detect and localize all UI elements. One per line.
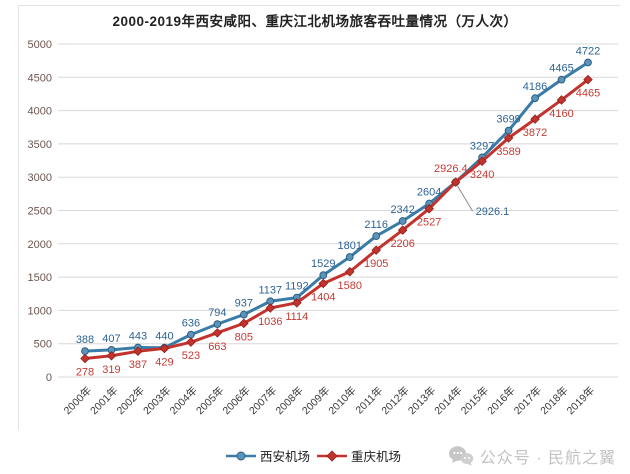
svg-text:3297: 3297 — [470, 140, 494, 152]
svg-text:2002年: 2002年 — [114, 384, 147, 417]
chart-title: 2000-2019年西安咸阳、重庆江北机场旅客吞吐量情况（万人次） — [112, 14, 518, 29]
watermark-text: 公众号 · 民航之翼 — [479, 450, 616, 467]
svg-text:1529: 1529 — [311, 258, 335, 270]
svg-text:0: 0 — [46, 372, 52, 384]
svg-text:523: 523 — [182, 350, 200, 362]
svg-text:2500: 2500 — [28, 206, 52, 218]
svg-text:2000: 2000 — [28, 239, 52, 251]
svg-text:4465: 4465 — [549, 63, 573, 75]
svg-text:278: 278 — [76, 366, 94, 378]
svg-text:2003年: 2003年 — [140, 384, 173, 417]
svg-text:2011年: 2011年 — [353, 384, 386, 417]
svg-text:5000: 5000 — [28, 39, 52, 51]
svg-text:2004年: 2004年 — [167, 384, 200, 417]
svg-text:1404: 1404 — [311, 291, 335, 303]
svg-text:1114: 1114 — [285, 311, 308, 323]
legend-label-xian: 西安机场 — [260, 450, 311, 464]
svg-text:3699: 3699 — [496, 114, 520, 126]
data-labels-西安机场: 388 407 443 440 636 794 937 1137 119215291801211… — [76, 46, 600, 347]
svg-text:2000年: 2000年 — [61, 384, 94, 417]
series-重庆机场 — [80, 74, 593, 364]
svg-text:2926.1: 2926.1 — [476, 206, 510, 218]
line-chart: 0 500 1000 1500 2000 2500 3000 3500 4000 4500 5000… — [28, 39, 618, 417]
svg-text:2116: 2116 — [364, 219, 388, 231]
svg-text:1036: 1036 — [258, 316, 282, 328]
svg-text:429: 429 — [155, 356, 173, 368]
svg-text:663: 663 — [208, 341, 226, 353]
data-labels-重庆机场: 278 319 387 429 523 663 805 1036 111414041580190… — [76, 88, 600, 379]
gridlines — [58, 43, 618, 378]
legend-item-chongqing: 重庆机场 — [316, 446, 401, 465]
svg-text:636: 636 — [182, 318, 200, 330]
svg-text:4000: 4000 — [28, 106, 52, 118]
svg-text:4722: 4722 — [576, 46, 600, 58]
svg-text:3589: 3589 — [496, 146, 520, 158]
svg-text:1801: 1801 — [337, 240, 361, 252]
svg-text:2007年: 2007年 — [246, 384, 279, 417]
svg-text:1137: 1137 — [258, 284, 282, 296]
svg-text:2604: 2604 — [417, 187, 441, 199]
svg-text:3500: 3500 — [28, 139, 52, 151]
y-axis-labels: 0 500 1000 1500 2000 2500 3000 3500 4000 4500 5000 — [28, 39, 52, 384]
svg-text:2014年: 2014年 — [432, 384, 465, 417]
legend-swatch-line-diamond-icon — [317, 449, 348, 462]
svg-text:2017年: 2017年 — [511, 384, 544, 417]
svg-text:937: 937 — [235, 298, 253, 310]
legend-swatch-line-circle-icon — [226, 451, 256, 460]
svg-text:4186: 4186 — [523, 81, 547, 93]
svg-text:2005年: 2005年 — [193, 384, 226, 417]
svg-text:2342: 2342 — [390, 204, 414, 216]
svg-text:443: 443 — [129, 330, 147, 342]
svg-text:3000: 3000 — [28, 172, 52, 184]
svg-text:440: 440 — [155, 331, 173, 343]
svg-text:2006年: 2006年 — [220, 384, 253, 417]
svg-text:2527: 2527 — [417, 217, 441, 229]
legend-item-xian: 西安机场 — [225, 446, 310, 465]
svg-text:4160: 4160 — [549, 108, 573, 120]
chart-legend: 西安机场 重庆机场 — [225, 446, 401, 465]
svg-text:2001年: 2001年 — [87, 384, 120, 417]
svg-text:500: 500 — [34, 339, 52, 351]
svg-text:2016年: 2016年 — [485, 384, 518, 417]
svg-text:2010年: 2010年 — [326, 384, 359, 417]
svg-text:2018年: 2018年 — [538, 384, 571, 417]
svg-text:2926.4: 2926.4 — [434, 163, 468, 175]
svg-text:2013年: 2013年 — [405, 384, 438, 417]
svg-text:4465: 4465 — [576, 88, 600, 100]
x-axis-labels: 2000年2001年2002年2003年2004年2005年2006年2007年… — [61, 384, 597, 417]
svg-text:2012年: 2012年 — [379, 384, 412, 417]
svg-text:2008年: 2008年 — [273, 384, 306, 417]
svg-text:1580: 1580 — [337, 280, 361, 292]
watermark: 公众号 · 民航之翼 — [448, 444, 616, 468]
svg-text:319: 319 — [102, 364, 120, 376]
svg-text:2206: 2206 — [390, 238, 414, 250]
svg-text:388: 388 — [76, 334, 94, 346]
wechat-icon — [448, 446, 473, 466]
svg-text:3240: 3240 — [470, 169, 494, 181]
svg-text:3872: 3872 — [523, 127, 547, 139]
svg-text:1000: 1000 — [28, 305, 52, 317]
svg-text:805: 805 — [235, 331, 253, 343]
legend-label-chongqing: 重庆机场 — [351, 450, 402, 464]
svg-text:794: 794 — [208, 307, 226, 319]
svg-text:1500: 1500 — [28, 272, 52, 284]
svg-text:387: 387 — [129, 359, 147, 371]
svg-text:4500: 4500 — [28, 72, 52, 84]
svg-text:407: 407 — [102, 333, 120, 345]
svg-text:1905: 1905 — [364, 258, 388, 270]
svg-text:2015年: 2015年 — [458, 384, 491, 417]
svg-text:2009年: 2009年 — [299, 384, 332, 417]
svg-text:1192: 1192 — [285, 281, 309, 293]
svg-text:2019年: 2019年 — [564, 384, 597, 417]
